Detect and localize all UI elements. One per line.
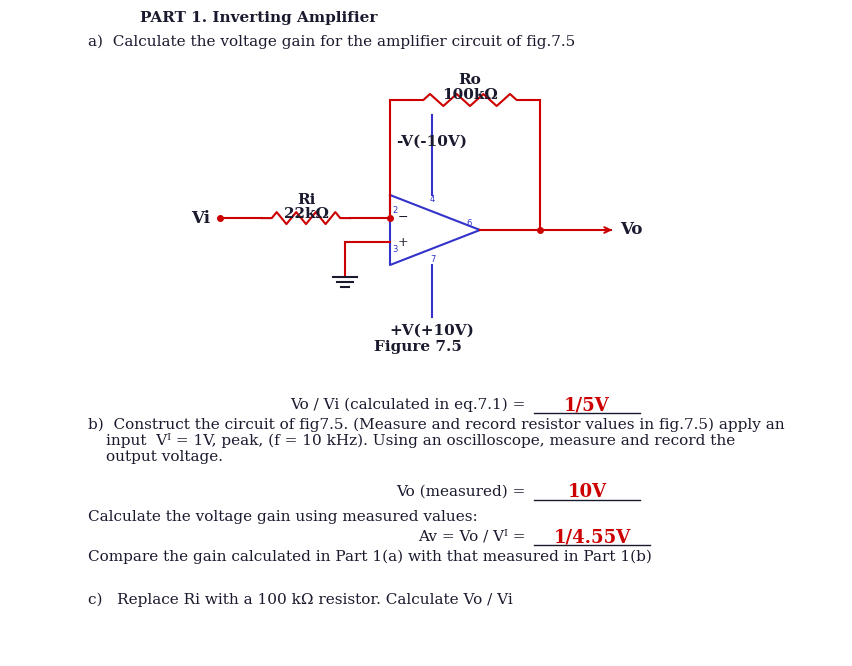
Text: 1/4.55V: 1/4.55V <box>554 528 630 546</box>
Text: 4: 4 <box>430 194 435 204</box>
Text: +V(+10V): +V(+10V) <box>389 324 475 338</box>
Text: Vo / Vi (calculated in eq.7.1) =: Vo / Vi (calculated in eq.7.1) = <box>290 398 530 412</box>
Text: Av = Vo / Vᴵ =: Av = Vo / Vᴵ = <box>417 530 530 544</box>
Text: Vo: Vo <box>620 222 642 238</box>
Text: 22kΩ: 22kΩ <box>284 207 328 221</box>
Text: Vo (measured) =: Vo (measured) = <box>395 485 530 499</box>
Text: b)  Construct the circuit of fig7.5. (Measure and record resistor values in fig.: b) Construct the circuit of fig7.5. (Mea… <box>88 418 785 432</box>
Text: input  Vᴵ = 1V, peak, (f = 10 kHz). Using an oscilloscope, measure and record th: input Vᴵ = 1V, peak, (f = 10 kHz). Using… <box>106 434 735 448</box>
Text: −: − <box>398 210 408 224</box>
Text: 10V: 10V <box>567 483 607 501</box>
Text: +: + <box>398 236 409 249</box>
Text: output voltage.: output voltage. <box>106 450 223 464</box>
Text: 3: 3 <box>392 245 397 254</box>
Text: 2: 2 <box>392 206 397 214</box>
Text: Compare the gain calculated in Part 1(a) with that measured in Part 1(b): Compare the gain calculated in Part 1(a)… <box>88 550 652 564</box>
Text: 1/5V: 1/5V <box>564 396 610 414</box>
Text: 7: 7 <box>430 254 435 264</box>
Text: -V(-10V): -V(-10V) <box>396 135 468 149</box>
Text: a)  Calculate the voltage gain for the amplifier circuit of fig.7.5: a) Calculate the voltage gain for the am… <box>88 35 575 49</box>
Text: Vi: Vi <box>191 210 210 226</box>
Text: Figure 7.5: Figure 7.5 <box>373 340 462 354</box>
Text: c)   Replace Ri with a 100 kΩ resistor. Calculate Vo / Vi: c) Replace Ri with a 100 kΩ resistor. Ca… <box>88 593 513 607</box>
Text: Ri: Ri <box>296 193 315 207</box>
Text: Calculate the voltage gain using measured values:: Calculate the voltage gain using measure… <box>88 510 478 524</box>
Text: 6: 6 <box>466 218 471 228</box>
Text: 100kΩ: 100kΩ <box>442 88 498 102</box>
Text: Ro: Ro <box>458 73 481 87</box>
Text: PART 1. Inverting Amplifier: PART 1. Inverting Amplifier <box>140 11 377 25</box>
